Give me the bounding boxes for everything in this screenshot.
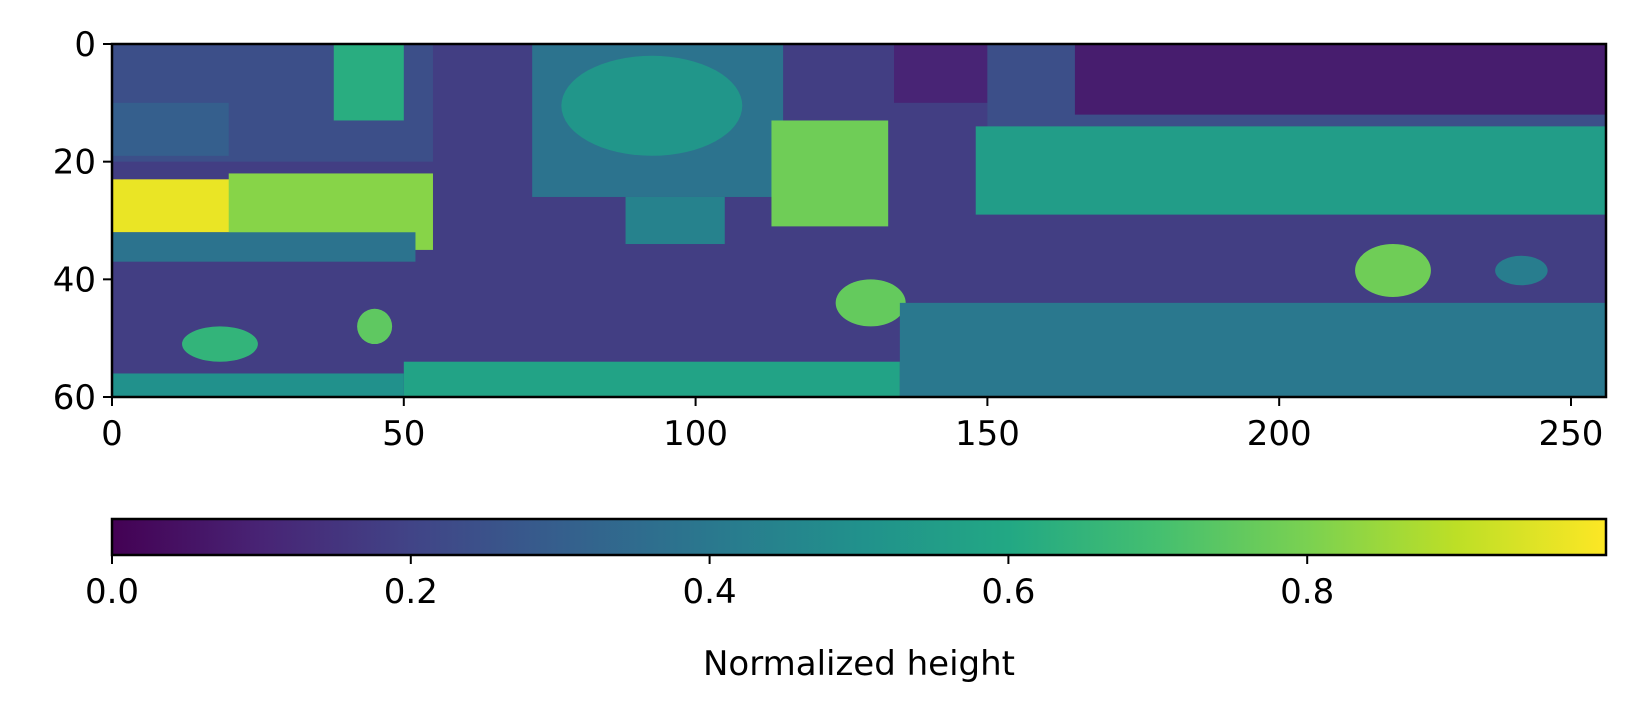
heatmap-region-bright-dot-c (1355, 244, 1431, 297)
x-tick-label: 250 (1539, 414, 1604, 454)
y-axis: 0 20 40 60 (53, 25, 112, 418)
heatmap-region-teal-bottom-right (899, 302, 1606, 397)
heatmap-region-teal-base-left (112, 373, 404, 397)
heatmap-region-teal-under-stripe (112, 232, 416, 262)
colorbar-ticks: 0.0 0.2 0.4 0.6 0.8 (85, 555, 1334, 612)
x-tick-label: 0 (101, 414, 123, 454)
heatmap-region-green-block-center (771, 120, 889, 227)
heatmap-region-small-dot-right (1495, 255, 1548, 286)
heatmap-region-dark-roof-area (1074, 44, 1606, 115)
colorbar-label: Normalized height (703, 644, 1015, 684)
heatmap-region-dark-column-top (894, 44, 988, 103)
colorbar-tick-label: 0.6 (981, 572, 1035, 612)
heatmap-region-bright-dot-a (357, 308, 393, 345)
heatmap-region-bright-dot-b (835, 279, 906, 327)
colorbar-tick-label: 0.2 (384, 572, 438, 612)
y-tick-label: 0 (74, 25, 96, 65)
colorbar-tick-label: 0.4 (683, 572, 737, 612)
x-tick-label: 200 (1247, 414, 1312, 454)
heatmap-region-circle-tank (561, 55, 743, 156)
heatmap-frame (110, 42, 1608, 399)
x-tick-label: 150 (955, 414, 1020, 454)
heatmap-region-left-edge-upper (112, 102, 229, 156)
heatmap-region-green-band-right (975, 126, 1606, 215)
x-tick-label: 50 (382, 414, 425, 454)
heatmap-region-green-column-top (333, 44, 404, 121)
y-tick-label: 60 (53, 378, 96, 418)
colorbar-tick-label: 0.0 (85, 572, 139, 612)
y-tick-label: 40 (53, 260, 96, 300)
heatmap-region-green-bottom-strip (403, 361, 900, 397)
heatmap-region-green-dots-left (182, 326, 258, 362)
colorbar-tick-label: 0.8 (1280, 572, 1334, 612)
x-tick-label: 100 (663, 414, 728, 454)
heatmap-region-mid-small-block (625, 196, 725, 245)
colorbar (110, 517, 1608, 557)
x-axis: 0 50 100 150 200 250 (101, 397, 1603, 454)
heatmap-image (112, 44, 1606, 397)
y-tick-label: 20 (53, 143, 96, 183)
